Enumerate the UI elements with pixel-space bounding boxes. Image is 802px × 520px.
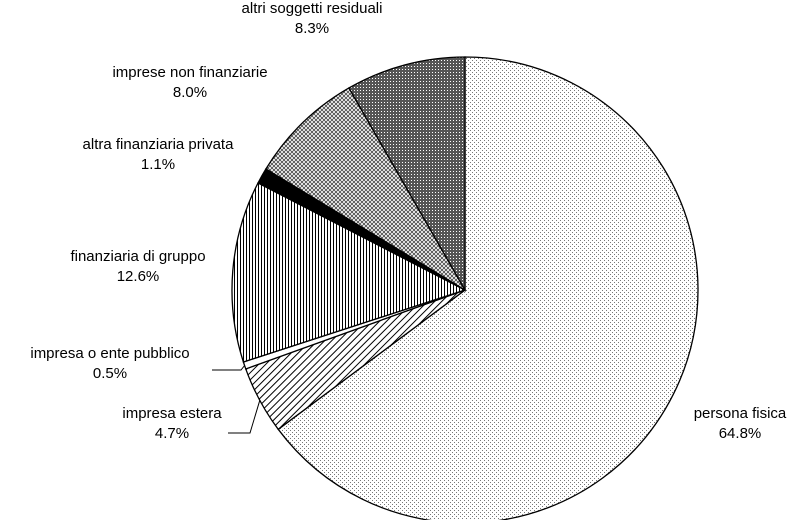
slice-value-label: 4.7% (155, 425, 189, 442)
slice-label: impresa o ente pubblico (30, 345, 189, 362)
leader-line (228, 400, 261, 434)
slice-label: altri soggetti residuali (242, 0, 383, 17)
slice-label: impresa estera (122, 405, 222, 422)
pie-slice-persona-fisica (277, 56, 699, 520)
slice-value-label: 12.6% (117, 268, 160, 285)
leader-line (212, 365, 245, 371)
pie-slice-imprese-non-finanziarie (265, 87, 466, 291)
slice-label: imprese non finanziarie (112, 64, 267, 81)
pie-slice-finanziaria-di-gruppo (231, 182, 467, 363)
slice-label: finanziaria di gruppo (70, 248, 205, 265)
slice-value-label: 0.5% (93, 365, 127, 382)
slice-value-label: 1.1% (141, 156, 175, 173)
slice-label: altra finanziaria privata (83, 136, 235, 153)
pie-slice-altri-soggetti-residuali (348, 56, 466, 293)
slice-value-label: 8.0% (173, 84, 207, 101)
slice-value-label: 64.8% (719, 425, 762, 442)
slice-value-label: 8.3% (295, 20, 329, 37)
slice-label: persona fisica (694, 405, 787, 422)
